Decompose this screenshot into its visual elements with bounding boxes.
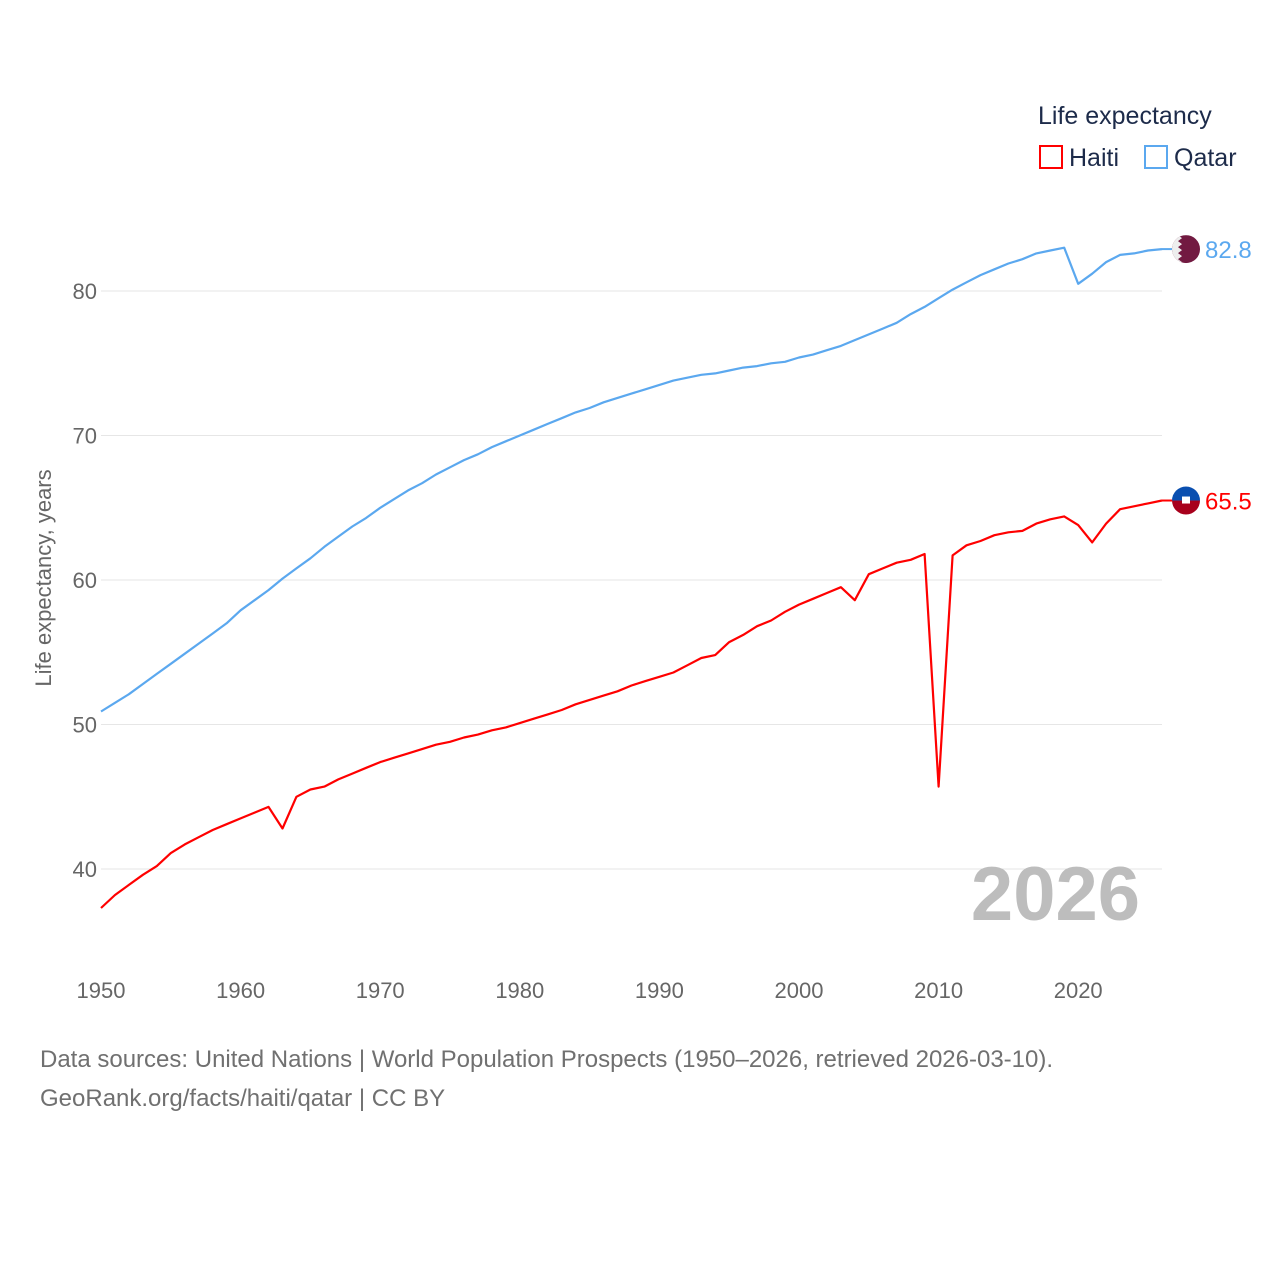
- x-tick-1960: 1960: [216, 978, 265, 1003]
- legend-swatch-haiti: [1039, 145, 1063, 169]
- legend-label-haiti: Haiti: [1069, 144, 1119, 172]
- x-tick-1980: 1980: [495, 978, 544, 1003]
- y-tick-40: 40: [73, 857, 97, 882]
- end-label-haiti: 65.5: [1205, 489, 1252, 516]
- x-tick-1990: 1990: [635, 978, 684, 1003]
- x-tick-2020: 2020: [1054, 978, 1103, 1003]
- legend-swatch-qatar: [1144, 145, 1168, 169]
- y-tick-60: 60: [73, 568, 97, 593]
- y-tick-70: 70: [73, 424, 97, 449]
- y-axis-label: Life expectancy, years: [31, 469, 56, 686]
- year-watermark: 2026: [971, 852, 1140, 937]
- x-tick-1950: 1950: [77, 978, 126, 1003]
- legend-title: Life expectancy: [1038, 102, 1212, 130]
- series-line-haiti: [100, 499, 1163, 909]
- x-tick-1970: 1970: [356, 978, 405, 1003]
- x-tick-2000: 2000: [775, 978, 824, 1003]
- attribution-link[interactable]: GeoRank.org/facts/haiti/qatar | CC BY: [40, 1085, 446, 1112]
- x-tick-2010: 2010: [914, 978, 963, 1003]
- legend-item-haiti[interactable]: Haiti: [1039, 144, 1119, 172]
- y-tick-80: 80: [73, 279, 97, 304]
- legend: Life expectancy Haiti Qatar: [1038, 102, 1237, 172]
- haiti-flag-icon: [1172, 486, 1200, 515]
- legend-item-qatar[interactable]: Qatar: [1144, 144, 1237, 172]
- source-note: Data sources: United Nations | World Pop…: [40, 1046, 1054, 1073]
- end-label-qatar: 82.8: [1205, 237, 1252, 264]
- y-tick-50: 50: [73, 713, 97, 738]
- series-line-qatar: [100, 246, 1163, 713]
- qatar-flag-icon: [1172, 235, 1200, 264]
- legend-label-qatar: Qatar: [1174, 144, 1237, 172]
